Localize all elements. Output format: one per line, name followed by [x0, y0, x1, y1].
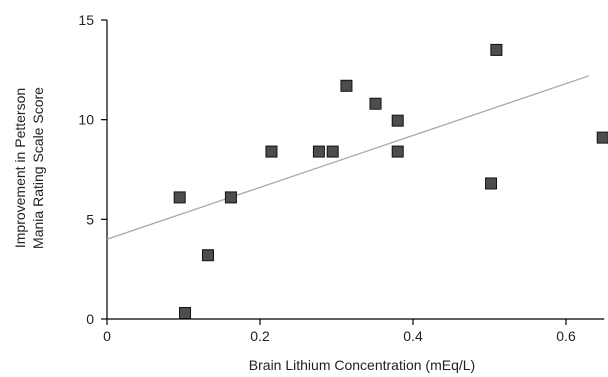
x-tick-label: 0.6 [556, 328, 576, 344]
data-point [326, 145, 339, 158]
data-point [369, 97, 382, 110]
data-point [340, 79, 353, 92]
trendline-group [106, 75, 590, 240]
y-axis-title-line-1: Improvement in Petterson [12, 88, 28, 248]
data-point [201, 249, 214, 262]
data-point [179, 307, 192, 320]
data-point [173, 191, 186, 204]
y-axis-title: Improvement in Petterson Mania Rating Sc… [12, 87, 46, 249]
trendline [106, 75, 590, 240]
data-point [490, 43, 503, 56]
x-tick-label: 0.2 [250, 328, 270, 344]
data-point [265, 145, 278, 158]
x-axis-title: Brain Lithium Concentration (mEq/L) [249, 357, 475, 373]
data-point [596, 131, 608, 144]
y-tick-label: 5 [86, 211, 94, 227]
data-point [391, 145, 404, 158]
data-point [485, 177, 498, 190]
x-axis: 0 0.2 0.4 0.6 [103, 318, 605, 344]
y-tick-label: 15 [78, 12, 94, 28]
y-axis-title-line-2: Mania Rating Scale Score [30, 87, 46, 249]
data-point [312, 145, 325, 158]
data-point [391, 114, 404, 127]
y-tick-label: 0 [86, 311, 94, 327]
y-axis: 0 5 10 15 [78, 12, 108, 327]
data-points [173, 43, 608, 320]
x-tick-label: 0.4 [403, 328, 423, 344]
y-tick-label: 10 [78, 112, 94, 128]
data-point [224, 191, 237, 204]
x-tick-label: 0 [103, 328, 111, 344]
